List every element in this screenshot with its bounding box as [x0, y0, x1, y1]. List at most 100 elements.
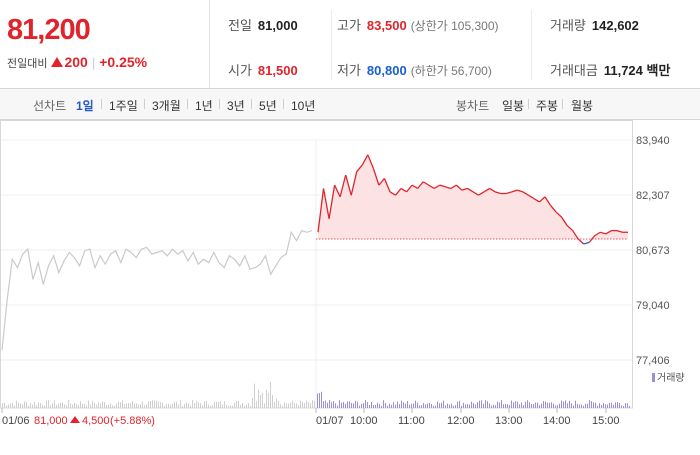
volume-bar — [453, 405, 454, 408]
price-segment — [394, 188, 402, 196]
stat-low: 저가 80,800 (하한가 56,700) — [337, 63, 492, 78]
volume-bar — [545, 401, 546, 408]
volume-bar — [242, 403, 243, 408]
volume-bar — [395, 404, 396, 408]
volume-bar — [150, 400, 151, 408]
volume-bar — [421, 405, 422, 408]
volume-bar — [487, 401, 488, 408]
volume-bar — [114, 405, 115, 408]
price-segment — [361, 154, 369, 166]
volume-bar — [84, 403, 85, 408]
volume-bar — [473, 403, 474, 408]
volume-bar — [82, 403, 83, 408]
volume-legend-swatch — [652, 373, 655, 382]
x-tick-label: 13:00 — [495, 415, 523, 427]
volume-bar — [154, 400, 155, 408]
volume-bar — [222, 404, 223, 408]
price-segment — [489, 187, 496, 193]
current-price: 81,200 — [7, 14, 91, 46]
volume-bar — [449, 404, 450, 408]
price-summary: 81,200 전일대비 200 | +0.25% — [0, 0, 210, 88]
volume-bar — [583, 405, 584, 408]
volume-bar — [373, 404, 374, 408]
volume-bar — [397, 401, 398, 408]
volume-bar — [196, 400, 197, 408]
volume-bar — [70, 403, 71, 408]
volume-bar — [208, 404, 209, 408]
y-axis: 83,940 82,307 80,673 79,040 77,406 — [636, 135, 670, 367]
volume-bar — [38, 402, 39, 408]
price-segment — [389, 191, 396, 196]
volume-bar — [323, 401, 324, 408]
divider — [562, 99, 563, 109]
volume-bar — [112, 405, 113, 408]
volume-bar — [327, 402, 328, 408]
volume-bar — [2, 403, 3, 408]
volume-bar — [497, 401, 498, 408]
volume-bars — [0, 381, 632, 409]
tab-weekly-candle[interactable]: 주봉 — [536, 99, 559, 113]
volume-bar — [465, 404, 466, 408]
volume-bar — [4, 402, 5, 408]
divider — [528, 99, 529, 109]
price-segment — [356, 164, 363, 173]
volume-bar — [102, 401, 103, 408]
volume-bar — [393, 402, 394, 408]
price-segment — [322, 188, 330, 219]
tab-3-years[interactable]: 3년 — [227, 99, 245, 113]
volume-bar — [475, 404, 476, 408]
volume-bar — [339, 400, 340, 408]
volume-bar — [246, 404, 247, 408]
divider — [283, 99, 284, 109]
tab-daily-candle[interactable]: 일봉 — [502, 99, 525, 113]
volume-bar — [501, 400, 502, 408]
change-label: 전일대비 — [7, 58, 48, 70]
volume-bar — [280, 404, 281, 408]
volume-bar — [423, 403, 424, 408]
volume-bar — [54, 400, 55, 408]
tab-1-year[interactable]: 1년 — [195, 99, 213, 113]
volume-bar — [543, 401, 544, 408]
volume-bar — [605, 404, 606, 408]
volume-legend-label: 거래량 — [657, 372, 685, 384]
price-segment — [328, 185, 336, 219]
volume-bar — [551, 402, 552, 408]
tab-10-years[interactable]: 10년 — [291, 99, 316, 113]
prev-day-line — [1, 229, 313, 351]
volume-bar — [198, 402, 199, 408]
volume-bar — [116, 403, 117, 408]
volume-bar — [68, 400, 69, 408]
y-tick-label: 83,940 — [636, 135, 670, 147]
volume-bar — [379, 404, 380, 408]
volume-bar — [517, 401, 518, 408]
volume-bar — [94, 403, 95, 408]
price-segment — [345, 174, 352, 196]
x-tick-label: 12:00 — [447, 415, 475, 427]
volume-bar — [48, 400, 49, 408]
volume-bar — [535, 402, 536, 408]
tab-1-day[interactable]: 1일 — [76, 99, 94, 113]
tab-monthly-candle[interactable]: 월봉 — [571, 99, 594, 113]
volume-bar — [204, 401, 205, 408]
tab-1-week[interactable]: 1주일 — [109, 99, 138, 113]
volume-bar — [302, 402, 303, 408]
volume-bar — [306, 400, 307, 408]
volume-bar — [351, 402, 352, 408]
price-segment — [317, 188, 325, 233]
volume-bar — [32, 404, 33, 408]
price-segment — [522, 191, 529, 196]
volume-bar — [136, 403, 137, 408]
volume-bar — [24, 401, 25, 408]
volume-bar — [505, 403, 506, 408]
volume-bar — [128, 403, 129, 408]
tab-3-months[interactable]: 3개월 — [152, 99, 181, 113]
volume-bar — [120, 402, 121, 408]
volume-bar — [274, 401, 275, 408]
volume-bar — [621, 405, 622, 408]
change-value: 200 — [64, 54, 88, 70]
x-tick-label: 10:00 — [350, 415, 378, 427]
price-segment — [378, 177, 385, 186]
volume-bar — [321, 391, 322, 408]
tab-5-years[interactable]: 5년 — [259, 99, 277, 113]
